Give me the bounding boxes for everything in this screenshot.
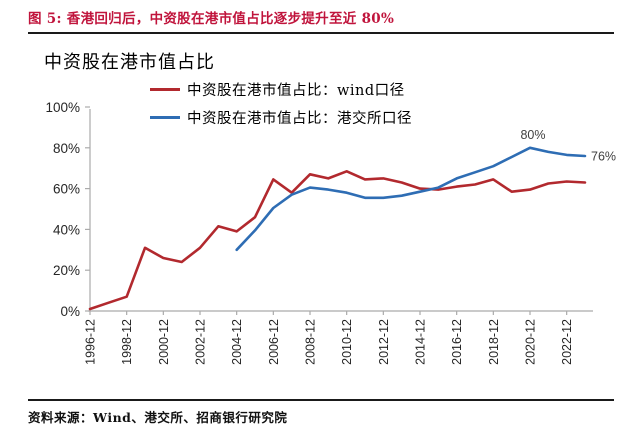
- y-tick-label: 0%: [60, 304, 80, 319]
- x-tick-label: 2008-12: [304, 319, 318, 365]
- y-tick-label: 40%: [53, 222, 80, 237]
- wind-series-line: [88, 170, 587, 311]
- source-divider: [28, 399, 614, 401]
- y-tick-label: 80%: [53, 141, 80, 156]
- hkex-series-swatch: [150, 115, 180, 119]
- hkex-series-line: [235, 146, 587, 252]
- x-tick-label: 1998-12: [120, 319, 134, 365]
- x-tick-label: 2020-12: [524, 319, 538, 365]
- legend-item-hkex: 中资股在港市值占比：港交所口径: [150, 103, 412, 131]
- x-tick-label: 2012-12: [377, 319, 391, 365]
- chart-legend: 中资股在港市值占比：wind口径 中资股在港市值占比：港交所口径: [150, 75, 412, 131]
- title-divider: [28, 32, 614, 34]
- x-tick-label: 2014-12: [414, 319, 428, 365]
- chart-title: 中资股在港市值占比: [44, 52, 215, 73]
- source-note: 资料来源：Wind、港交所、招商银行研究院: [28, 410, 288, 425]
- x-tick-label: 2004-12: [230, 319, 244, 365]
- x-tick-label: 2018-12: [487, 319, 501, 365]
- x-tick-label: 2002-12: [194, 319, 208, 365]
- hkex-series-label: 中资股在港市值占比：港交所口径: [187, 110, 412, 127]
- x-tick-label: 2000-12: [157, 319, 171, 365]
- x-tick-label: 2016-12: [450, 319, 464, 365]
- data-label-80%: 80%: [520, 128, 545, 142]
- y-tick-label: 100%: [45, 100, 80, 115]
- legend-item-wind: 中资股在港市值占比：wind口径: [150, 75, 412, 103]
- x-tick-label: 2022-12: [560, 319, 574, 365]
- x-tick-label: 2006-12: [267, 319, 281, 365]
- x-tick-label: 2010-12: [340, 319, 354, 365]
- y-tick-label: 60%: [53, 182, 80, 197]
- data-label-76%: 76%: [591, 149, 616, 163]
- wind-series-label: 中资股在港市值占比：wind口径: [187, 82, 405, 99]
- figure-title: 图 5: 香港回归后，中资股在港市值占比逐步提升至近 80%: [28, 11, 395, 27]
- x-tick-label: 1996-12: [84, 319, 98, 365]
- y-tick-label: 20%: [53, 263, 80, 278]
- wind-series-swatch: [150, 87, 180, 91]
